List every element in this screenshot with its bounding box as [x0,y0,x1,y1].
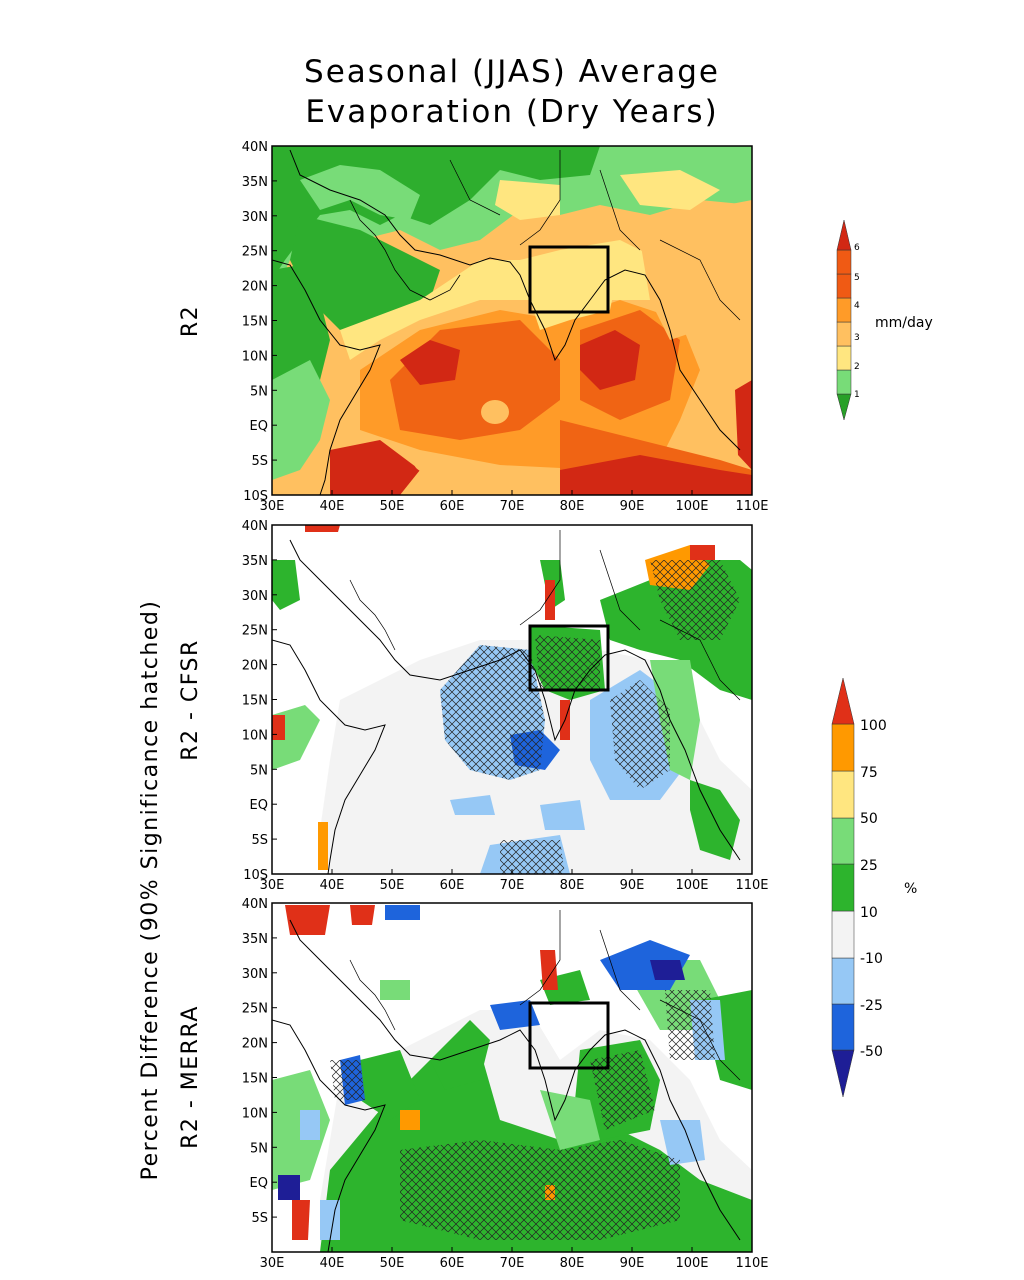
panel2-lat-tick-label: EQ [250,798,268,813]
panel3-lon-tick-label: 40E [320,1256,345,1271]
panel2-lon-tick-label: 110E [735,878,768,893]
panel3-lat-tick-label: 30N [242,967,268,982]
panel1-lon-tick-label: 100E [675,499,708,514]
panel2-lat-tick-label: 35N [242,554,268,569]
panel1-lat-tick-label: 20N [242,280,268,295]
pct-cb-label-75: 75 [860,765,878,781]
panel3-lat-tick-label: 40N [242,897,268,912]
panel3-lon-tick-label: 100E [675,1256,708,1271]
panel2-lat-tick-label: 5S [251,833,268,848]
panel1-lat-tick-label: 5S [251,454,268,469]
panel2-lon-tick-label: 80E [560,878,585,893]
percent-colorbar: 100 75 50 25 10 -10 -25 -50 % [831,677,917,1098]
panel2-lon-tick-label: 100E [675,878,708,893]
panel2-lon-tick-label: 60E [440,878,465,893]
panel2-lat-tick-label: 30N [242,589,268,604]
pct-cb-label-25: 25 [860,858,878,874]
evap-cb-label-5: 5 [854,273,860,283]
panel1-lat-tick-label: 5N [250,384,268,399]
panel2-label: R2 - CFSR [178,639,203,761]
evap-cb-unit: mm/day [875,315,933,331]
pct-cb-label-neg10: -10 [860,951,883,967]
panel3-lon-tick-label: 110E [735,1256,768,1271]
panel1-lon-tick-label: 80E [560,499,585,514]
panel1-lat-tick-label: 40N [242,140,268,155]
panel3-lon-tick-label: 30E [260,1256,285,1271]
panel1-region-box [528,245,610,314]
panel1-map [272,146,752,495]
panel1-lon-tick-label: 90E [620,499,645,514]
evap-cb-label-1: 1 [854,390,860,400]
panel3-lon-tick-label: 60E [440,1256,465,1271]
panel2-lon-tick-label: 90E [620,878,645,893]
panel3-lon-tick-label: 50E [380,1256,405,1271]
pct-cb-label-50: 50 [860,811,878,827]
panel2-lat-tick-label: 5N [250,763,268,778]
panel1-lat-tick-label: 35N [242,175,268,190]
panel3-lon-tick-label: 80E [560,1256,585,1271]
panel2-lon-tick-label: 70E [500,878,525,893]
panel3-lat-tick-label: EQ [250,1176,268,1191]
panel3-lat-tick-label: 5N [250,1141,268,1156]
pct-cb-label-10: 10 [860,905,878,921]
evap-colorbar: 1 2 3 4 5 6 mm/day [836,219,933,421]
panel1-lat-tick-label: 10N [242,349,268,364]
evap-cb-label-2: 2 [854,362,860,372]
panel2-region-box [528,624,610,692]
panel3-lat-tick-label: 10N [242,1106,268,1121]
panel2-lon-tick-label: 50E [380,878,405,893]
panel2-lat-tick-label: 25N [242,624,268,639]
panel2-map [272,525,752,874]
panel1-lon-tick-label: 60E [440,499,465,514]
panel2-lat-tick-label: 40N [242,519,268,534]
panel1-lat-tick-label: 15N [242,315,268,330]
evap-cb-label-6: 6 [854,243,860,253]
panel3-lon-tick-label: 70E [500,1256,525,1271]
panel1-lon-tick-label: 50E [380,499,405,514]
pct-cb-label-neg25: -25 [860,998,883,1014]
panel1-lon-tick-label: 40E [320,499,345,514]
panel3-lon-tick-label: 90E [620,1256,645,1271]
panel1-lat-tick-label: 10S [243,489,268,504]
panel3-lat-tick-label: 5S [251,1211,268,1226]
panel2-lon-tick-label: 30E [260,878,285,893]
chart-title-line1: Seasonal (JJAS) Average [304,54,720,90]
panel1-lat-tick-label: EQ [250,419,268,434]
panel1-lon-tick-label: 30E [260,499,285,514]
evap-cb-label-3: 3 [854,333,860,343]
pct-cb-unit: % [904,881,917,897]
panel3-label: R2 - MERRA [178,1005,203,1149]
panel3-lat-tick-label: 20N [242,1037,268,1052]
pct-cb-label-neg50: -50 [860,1044,883,1060]
panel2-lat-tick-label: 10N [242,728,268,743]
panel3-region-box [528,1001,610,1070]
pct-cb-label-100: 100 [860,718,887,734]
panel2-lat-tick-label: 15N [242,694,268,709]
panel1-lon-tick-label: 70E [500,499,525,514]
panel3-lat-tick-label: 15N [242,1072,268,1087]
panel3-map [272,903,752,1252]
evap-cb-label-4: 4 [854,301,860,311]
panel2-lat-tick-label: 10S [243,868,268,883]
panel1-lon-tick-label: 110E [735,499,768,514]
percent-difference-label: Percent Difference (90% Significance hat… [138,600,163,1181]
panel2-lon-tick-label: 40E [320,878,345,893]
panel3-lat-tick-label: 35N [242,932,268,947]
chart-title-line2: Evaporation (Dry Years) [305,94,718,130]
panel1-label: R2 [178,305,203,337]
panel2-lat-tick-label: 20N [242,659,268,674]
panel1-lat-tick-label: 30N [242,210,268,225]
panel3-lat-tick-label: 25N [242,1002,268,1017]
panel1-lat-tick-label: 25N [242,245,268,260]
